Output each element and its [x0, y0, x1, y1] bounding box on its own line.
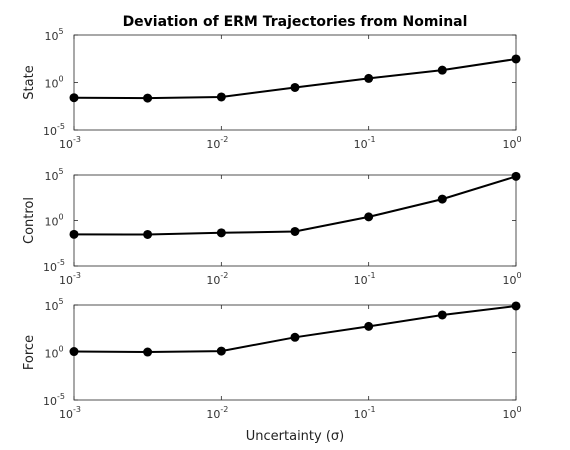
y-tick-label: 10-5: [43, 122, 65, 138]
x-tick-label: 10-1: [354, 271, 376, 287]
data-point: [290, 226, 300, 236]
y-tick-label: 10-5: [43, 392, 65, 408]
data-point: [69, 347, 79, 357]
chart-title: Deviation of ERM Trajectories from Nomin…: [123, 14, 468, 30]
y-tick-label: 10-5: [43, 258, 65, 274]
x-tick-label: 10-1: [354, 135, 376, 151]
series-line: [73, 175, 517, 236]
y-tick-label: 100: [44, 75, 63, 91]
data-point: [69, 93, 79, 103]
x-tick-label: 10-2: [206, 405, 228, 421]
subplot-force: 10-3 10-2 10-1 100 105 100 10-5 Force: [22, 297, 522, 421]
data-point: [290, 82, 300, 92]
x-tick-label: 10-2: [206, 135, 228, 151]
series-line: [73, 305, 517, 354]
data-point: [364, 212, 374, 222]
data-point: [511, 54, 521, 64]
data-point: [511, 301, 521, 311]
x-tick-label: 10-2: [206, 271, 228, 287]
data-point: [216, 92, 226, 102]
data-point: [290, 332, 300, 342]
x-tick-label: 100: [502, 405, 521, 421]
axes-box: [73, 34, 517, 131]
data-point: [511, 171, 521, 181]
data-point: [437, 194, 447, 204]
y-tick-label: 105: [44, 167, 63, 183]
data-point: [437, 310, 447, 320]
x-tick-label: 10-1: [354, 405, 376, 421]
data-point: [364, 321, 374, 331]
x-axis-label: Uncertainty (σ): [246, 429, 344, 444]
y-axis-label: Control: [22, 197, 37, 244]
y-axis-label: Force: [22, 335, 37, 370]
series-line: [73, 58, 517, 100]
y-axis-label: State: [22, 65, 37, 99]
y-tick-label: 100: [44, 213, 63, 229]
data-point: [143, 93, 153, 103]
x-tick-label: 10-3: [59, 405, 81, 421]
subplot-state: 10-3 10-2 10-1 100 105 100 10-5 State: [22, 27, 522, 151]
y-tick-label: 100: [44, 345, 63, 361]
subplot-control: 10-3 10-2 10-1 100 105 100 10-5 Control: [22, 167, 522, 287]
data-point: [364, 73, 374, 83]
x-tick-label: 100: [502, 135, 521, 151]
data-point: [216, 228, 226, 238]
y-tick-label: 105: [44, 27, 63, 43]
x-tick-label: 100: [502, 271, 521, 287]
data-point: [216, 346, 226, 356]
data-point: [437, 65, 447, 75]
x-tick-label: 10-3: [59, 135, 81, 151]
data-point: [143, 347, 153, 357]
data-point: [69, 229, 79, 239]
axes-box: [73, 174, 517, 267]
data-point: [143, 229, 153, 239]
x-tick-label: 10-3: [59, 271, 81, 287]
y-tick-label: 105: [44, 297, 63, 313]
